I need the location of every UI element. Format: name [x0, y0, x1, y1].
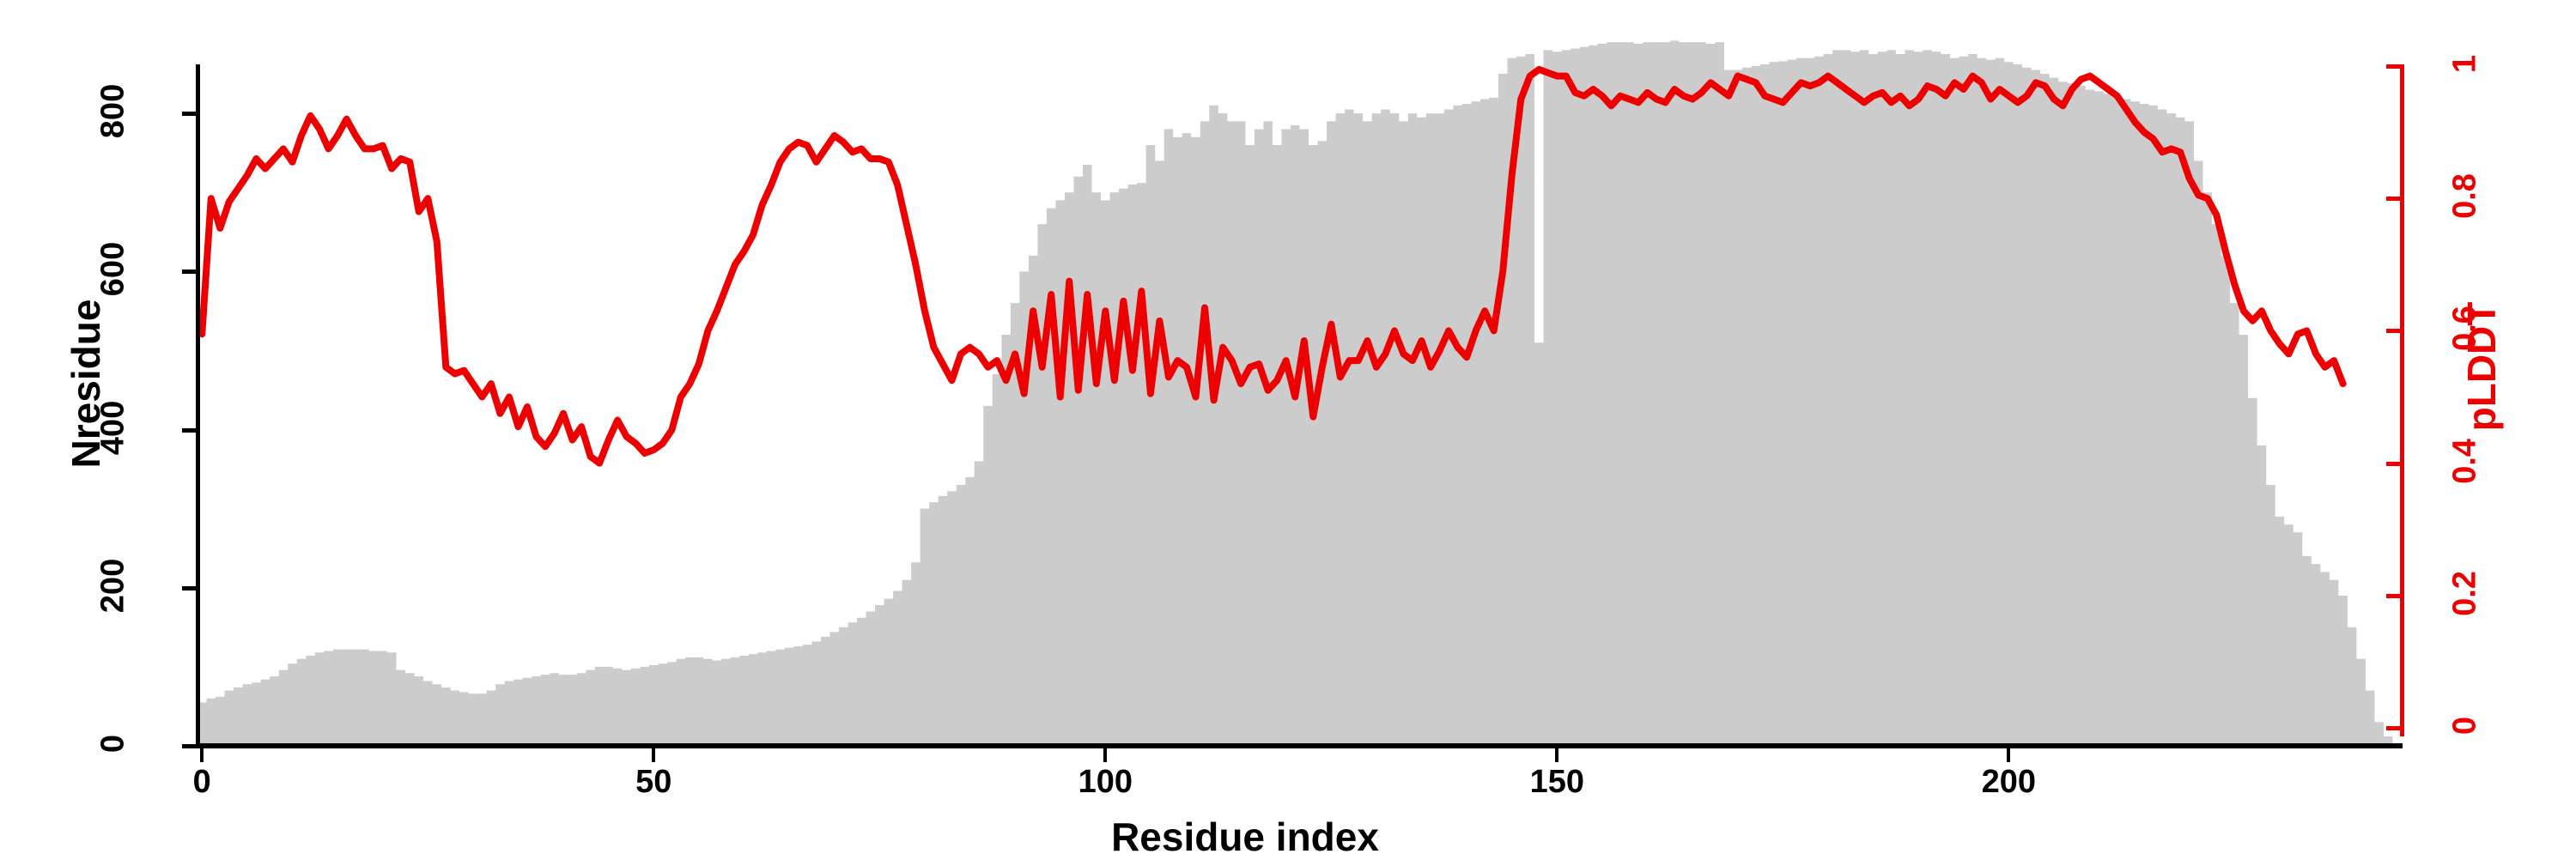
- y-axis-right-tick-label: 0.8: [2446, 173, 2483, 220]
- y-axis-right-tick: [2386, 461, 2400, 466]
- y-axis-left-tick-label: 800: [94, 83, 131, 139]
- y-axis-left-tick: [182, 744, 196, 748]
- x-axis-tick: [652, 748, 656, 762]
- y-axis-left-tick: [182, 427, 196, 433]
- x-axis-tick-label: 150: [1529, 764, 1585, 800]
- x-axis-tick: [200, 748, 204, 762]
- plot-area: [197, 34, 2402, 746]
- x-axis-tick: [1103, 748, 1108, 762]
- y-axis-right-tick: [2386, 593, 2400, 598]
- y-axis-right-tick: [2386, 329, 2400, 334]
- y-axis-right-tick-label: 1: [2446, 54, 2483, 74]
- y-axis-left-tick-label: 0: [94, 734, 131, 754]
- plot-canvas: [197, 40, 2393, 746]
- y-axis-right-line: [2400, 64, 2404, 736]
- y-axis-right-tick: [2386, 64, 2400, 69]
- x-axis-line: [196, 743, 2403, 748]
- y-axis-left-tick: [182, 585, 196, 590]
- y-axis-left-tick: [182, 112, 196, 117]
- y-axis-right-label: pLDDT: [2459, 301, 2504, 432]
- y-axis-right-tick: [2386, 726, 2400, 730]
- y-axis-right-tick-label: 0.2: [2446, 570, 2483, 616]
- y-axis-left-label: Nresidue: [64, 299, 108, 469]
- y-axis-left-tick: [182, 270, 196, 275]
- x-axis-label: Residue index: [1111, 815, 1379, 859]
- x-axis-tick: [1555, 748, 1559, 762]
- y-axis-left-tick-label: 200: [94, 558, 131, 613]
- plddt-line: [198, 65, 2347, 467]
- y-axis-left-line: [196, 64, 200, 747]
- x-axis-tick-label: 100: [1078, 764, 1133, 800]
- y-axis-right-tick-label: 0: [2446, 716, 2483, 736]
- x-axis-tick-label: 0: [192, 764, 211, 800]
- x-axis-tick-label: 50: [635, 764, 672, 800]
- y-axis-right-tick: [2386, 197, 2400, 202]
- x-axis-tick-label: 200: [1981, 764, 2037, 800]
- x-axis-tick: [2007, 748, 2011, 762]
